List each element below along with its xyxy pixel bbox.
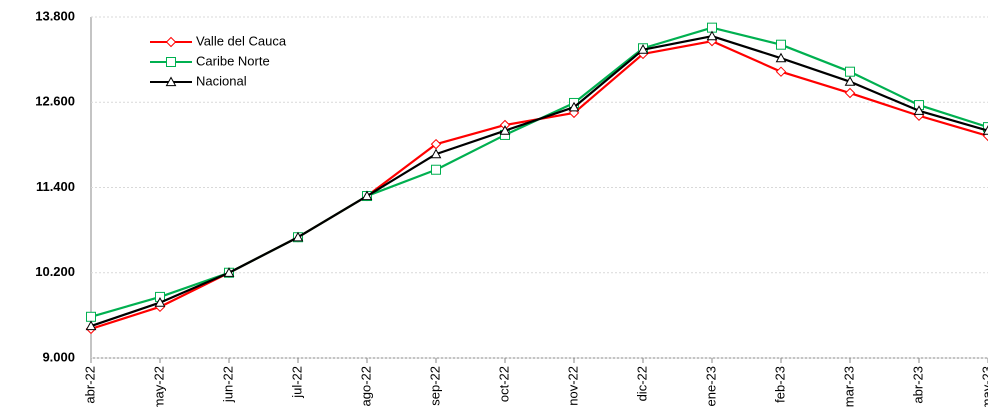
- x-tick-label: oct-22: [496, 366, 511, 402]
- marker: [499, 125, 511, 135]
- marker: [431, 164, 441, 175]
- marker: [568, 101, 580, 112]
- series-line: [90, 35, 988, 328]
- x-tick-label: abr-23: [910, 366, 925, 404]
- x-tick-label: jul-22: [289, 366, 304, 399]
- legend-label: Nacional: [196, 73, 247, 88]
- marker: [844, 76, 856, 86]
- marker: [85, 320, 97, 331]
- marker: [166, 57, 176, 67]
- legend-label: Caribe Norte: [196, 53, 270, 68]
- marker: [165, 76, 177, 87]
- x-tick-label: abr-22: [82, 366, 97, 404]
- marker: [775, 66, 787, 77]
- marker: [361, 190, 373, 201]
- marker: [223, 267, 235, 277]
- legend-label: Valle del Cauca: [196, 33, 287, 48]
- marker: [154, 297, 166, 307]
- marker: [86, 311, 96, 322]
- x-tick-label: nov-22: [565, 366, 580, 406]
- x-tick-label: may-23: [979, 366, 988, 407]
- y-tick-label: 10.200: [35, 264, 75, 279]
- y-tick-label: 11.400: [36, 179, 75, 194]
- marker: [845, 66, 855, 77]
- x-tick-label: ago-22: [358, 366, 373, 406]
- x-tick-label: jun-22: [220, 366, 235, 403]
- marker: [292, 231, 304, 242]
- marker: [913, 105, 925, 115]
- marker: [775, 52, 787, 63]
- marker: [165, 36, 177, 48]
- marker: [706, 30, 718, 41]
- marker: [776, 39, 786, 50]
- marker: [982, 125, 988, 135]
- marker: [983, 122, 988, 133]
- marker: [430, 148, 442, 159]
- x-tick-label: sep-22: [427, 366, 442, 406]
- x-tick-label: mar-23: [841, 366, 856, 407]
- marker: [637, 44, 649, 54]
- x-tick-label: ene-23: [703, 366, 718, 406]
- x-tick-label: may-22: [151, 366, 166, 407]
- x-tick-label: dic-22: [634, 366, 649, 401]
- y-tick-label: 9.000: [42, 349, 75, 364]
- y-tick-label: 13.800: [35, 8, 75, 23]
- x-tick-label: feb-23: [772, 366, 787, 403]
- y-tick-label: 12.600: [35, 94, 75, 109]
- marker: [844, 87, 856, 99]
